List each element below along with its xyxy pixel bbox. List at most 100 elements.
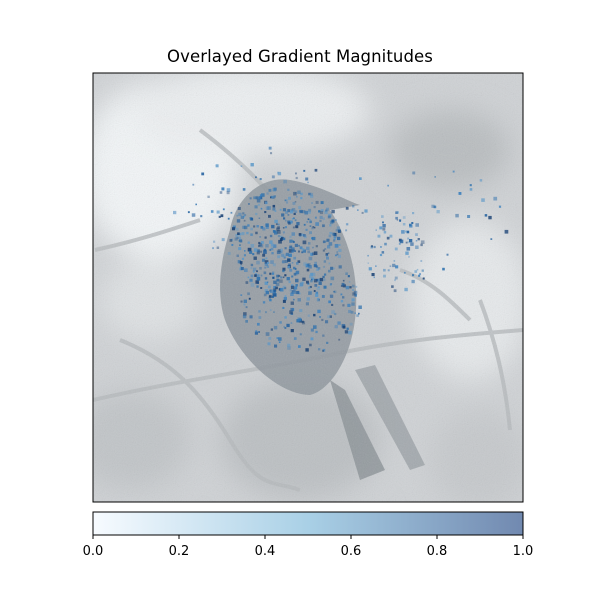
saliency-speck [282, 237, 286, 241]
saliency-speck [284, 199, 287, 202]
saliency-speck [324, 273, 327, 276]
saliency-speck [375, 265, 377, 267]
saliency-speck [269, 272, 272, 275]
saliency-speck [308, 265, 312, 269]
saliency-speck [253, 196, 257, 200]
saliency-speck [200, 215, 203, 218]
saliency-speck [322, 217, 325, 220]
saliency-speck [414, 270, 418, 273]
saliency-speck [329, 315, 332, 318]
saliency-speck [446, 253, 449, 256]
saliency-speck [245, 320, 248, 323]
saliency-speck [268, 146, 272, 150]
saliency-speck [310, 337, 314, 341]
colorbar: 0.0 0.2 0.4 0.6 0.8 1.0 [83, 511, 533, 559]
saliency-speck [334, 312, 337, 316]
saliency-speck [294, 219, 297, 222]
saliency-speck [264, 281, 268, 285]
saliency-speck [241, 232, 245, 236]
saliency-speck [294, 286, 298, 290]
saliency-speck [395, 265, 399, 269]
saliency-speck [498, 205, 502, 208]
saliency-speck [277, 249, 281, 253]
saliency-speck [422, 277, 425, 280]
saliency-speck [247, 292, 250, 296]
saliency-speck [308, 290, 313, 295]
saliency-speck [236, 236, 239, 240]
saliency-speck [347, 303, 351, 307]
saliency-speck [238, 247, 242, 251]
saliency-speck [240, 300, 243, 303]
saliency-speck [289, 245, 293, 249]
saliency-speck [319, 210, 324, 215]
saliency-speck [333, 267, 335, 270]
saliency-speck [469, 188, 473, 191]
saliency-speck [240, 265, 242, 267]
saliency-speck [284, 260, 288, 263]
saliency-speck [267, 261, 270, 265]
saliency-speck [321, 318, 324, 321]
saliency-speck [340, 284, 343, 287]
saliency-speck [250, 283, 255, 287]
saliency-speck [404, 271, 406, 274]
saliency-speck [396, 219, 399, 221]
saliency-speck [257, 274, 260, 277]
saliency-speck [325, 254, 328, 257]
saliency-speck [373, 276, 375, 279]
saliency-speck [187, 211, 190, 214]
saliency-speck [421, 269, 424, 272]
saliency-speck [242, 188, 246, 191]
saliency-speck [298, 345, 301, 348]
saliency-speck [331, 310, 335, 314]
saliency-speck [255, 176, 257, 179]
saliency-speck [331, 232, 335, 236]
saliency-speck [310, 194, 314, 198]
saliency-speck [314, 284, 318, 287]
saliency-speck [282, 306, 285, 309]
saliency-speck [327, 245, 331, 249]
saliency-speck [252, 253, 255, 256]
saliency-speck [319, 277, 324, 282]
saliency-speck [239, 244, 241, 246]
saliency-speck [338, 338, 341, 341]
saliency-speck [249, 250, 253, 254]
saliency-speck [307, 314, 310, 317]
saliency-speck [368, 267, 372, 271]
saliency-speck [284, 226, 287, 229]
saliency-speck [258, 310, 261, 313]
saliency-speck [291, 284, 294, 287]
saliency-speck [382, 221, 384, 224]
saliency-speck [291, 262, 294, 264]
saliency-speck [270, 260, 274, 264]
saliency-speck [272, 291, 277, 295]
saliency-speck [276, 250, 281, 255]
saliency-speck [270, 328, 273, 331]
saliency-speck [345, 229, 348, 232]
saliency-speck [284, 295, 287, 297]
saliency-speck [277, 171, 282, 176]
saliency-speck [384, 242, 387, 246]
saliency-speck [213, 240, 216, 243]
saliency-speck [264, 260, 269, 264]
saliency-speck [268, 214, 271, 218]
saliency-speck [458, 192, 462, 195]
saliency-speck [279, 238, 283, 241]
saliency-speck [266, 192, 269, 195]
saliency-speck [354, 294, 357, 297]
saliency-speck [263, 271, 267, 275]
saliency-speck [254, 273, 257, 276]
saliency-speck [265, 311, 267, 314]
saliency-speck [244, 214, 247, 217]
saliency-speck [389, 234, 393, 238]
saliency-speck [335, 219, 337, 221]
saliency-speck [434, 176, 436, 178]
saliency-speck [265, 290, 270, 295]
saliency-speck [270, 247, 274, 251]
saliency-speck [409, 239, 413, 243]
saliency-speck [490, 238, 493, 240]
saliency-speck [504, 229, 509, 234]
saliency-speck [318, 210, 321, 213]
saliency-speck [405, 251, 409, 255]
saliency-speck [273, 311, 275, 313]
saliency-speck [317, 267, 321, 270]
